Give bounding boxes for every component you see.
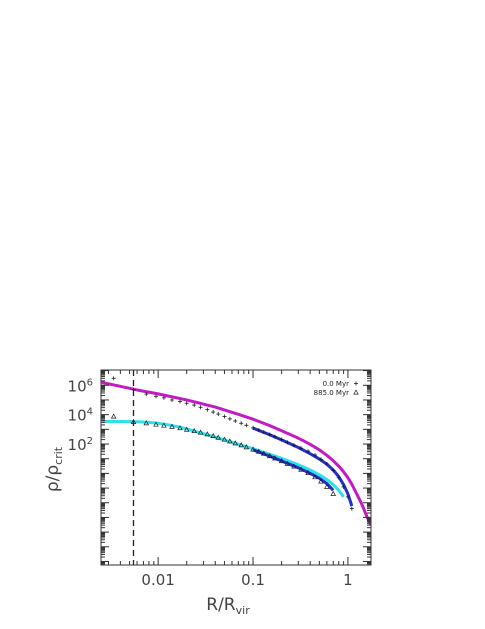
- y-tick-label: 104: [68, 407, 93, 425]
- point-triangle: [272, 455, 278, 461]
- point-plus: [306, 449, 311, 454]
- point-triangle: [183, 426, 190, 432]
- point-plus: [216, 412, 221, 417]
- fit-curve-3: [252, 448, 335, 492]
- point-triangle: [291, 463, 297, 469]
- point-triangle: [215, 434, 222, 440]
- point-plus: [341, 484, 346, 489]
- point-plus: [222, 414, 227, 419]
- point-triangle: [204, 431, 211, 437]
- point-plus: [233, 418, 238, 423]
- point-triangle: [305, 470, 311, 476]
- point-triangle: [261, 450, 267, 456]
- point-triangle: [153, 421, 159, 427]
- point-triangle: [227, 438, 233, 444]
- point-plus: [336, 475, 341, 480]
- x-axis-label: R/Rvir: [206, 595, 250, 617]
- point-triangle: [266, 453, 273, 459]
- point-triangle: [298, 466, 304, 472]
- point-triangle: [197, 429, 204, 435]
- point-plus: [261, 430, 266, 435]
- point-triangle: [284, 460, 291, 466]
- fit-curve-2: [252, 426, 354, 507]
- point-triangle: [243, 444, 250, 450]
- point-triangle: [318, 478, 324, 484]
- x-tick-label: 0.01: [141, 571, 174, 589]
- point-triangle: [177, 425, 183, 431]
- point-plus: [211, 410, 216, 415]
- point-triangle: [312, 474, 318, 480]
- legend-label: 0.0 Myr: [323, 380, 350, 388]
- point-triangle: [169, 423, 175, 429]
- point-plus: [111, 376, 116, 381]
- point-triangle: [221, 436, 228, 442]
- point-plus: [285, 440, 290, 445]
- point-plus: [349, 506, 354, 511]
- point-triangle: [278, 458, 285, 464]
- point-plus: [324, 461, 329, 466]
- point-plus: [192, 403, 197, 408]
- point-triangle: [330, 490, 337, 496]
- point-triangle: [110, 413, 117, 419]
- point-plus: [345, 494, 350, 499]
- point-plus: [267, 432, 272, 437]
- y-tick-label: 102: [68, 436, 93, 454]
- point-plus: [205, 407, 210, 412]
- point-plus: [239, 421, 244, 426]
- y-axis-label: ρ/ρcrit: [43, 446, 65, 492]
- point-plus: [331, 468, 336, 473]
- point-plus: [244, 423, 249, 428]
- point-plus: [256, 428, 261, 433]
- legend-triangle-marker: [353, 389, 359, 395]
- point-triangle: [255, 448, 262, 454]
- point-plus: [279, 437, 284, 442]
- point-triangle: [238, 442, 244, 448]
- point-plus: [154, 394, 159, 399]
- point-triangle: [232, 440, 239, 446]
- axes: 0.01 0.1 1 106 104 102 R/Rvir ρ/ρcrit: [43, 370, 371, 617]
- point-plus: [272, 434, 277, 439]
- point-plus: [227, 416, 232, 421]
- fit-curve-1: [101, 419, 345, 498]
- plot-frame: [100, 369, 372, 566]
- point-plus: [178, 399, 183, 404]
- point-plus: [251, 425, 256, 430]
- y-tick-label: 106: [68, 377, 93, 395]
- point-plus: [291, 443, 296, 448]
- legend-label: 885.0 Myr: [314, 389, 349, 397]
- point-triangle: [161, 422, 167, 428]
- point-plus: [313, 452, 318, 457]
- point-triangle: [324, 483, 330, 489]
- x-tick-label: 0.1: [241, 571, 265, 589]
- point-plus: [318, 457, 323, 462]
- fit-curve-0: [101, 380, 371, 526]
- point-plus: [198, 405, 203, 410]
- point-plus: [161, 395, 166, 400]
- point-plus: [298, 446, 303, 451]
- point-plus: [170, 397, 175, 402]
- point-plus: [184, 401, 189, 406]
- x-tick-label: 1: [343, 571, 353, 589]
- point-triangle: [250, 446, 256, 452]
- legend-plus-marker: [354, 381, 358, 386]
- point-triangle: [210, 433, 216, 438]
- data-marks: [101, 370, 371, 565]
- point-triangle: [143, 420, 150, 426]
- point-plus: [144, 392, 149, 397]
- point-triangle: [191, 428, 198, 434]
